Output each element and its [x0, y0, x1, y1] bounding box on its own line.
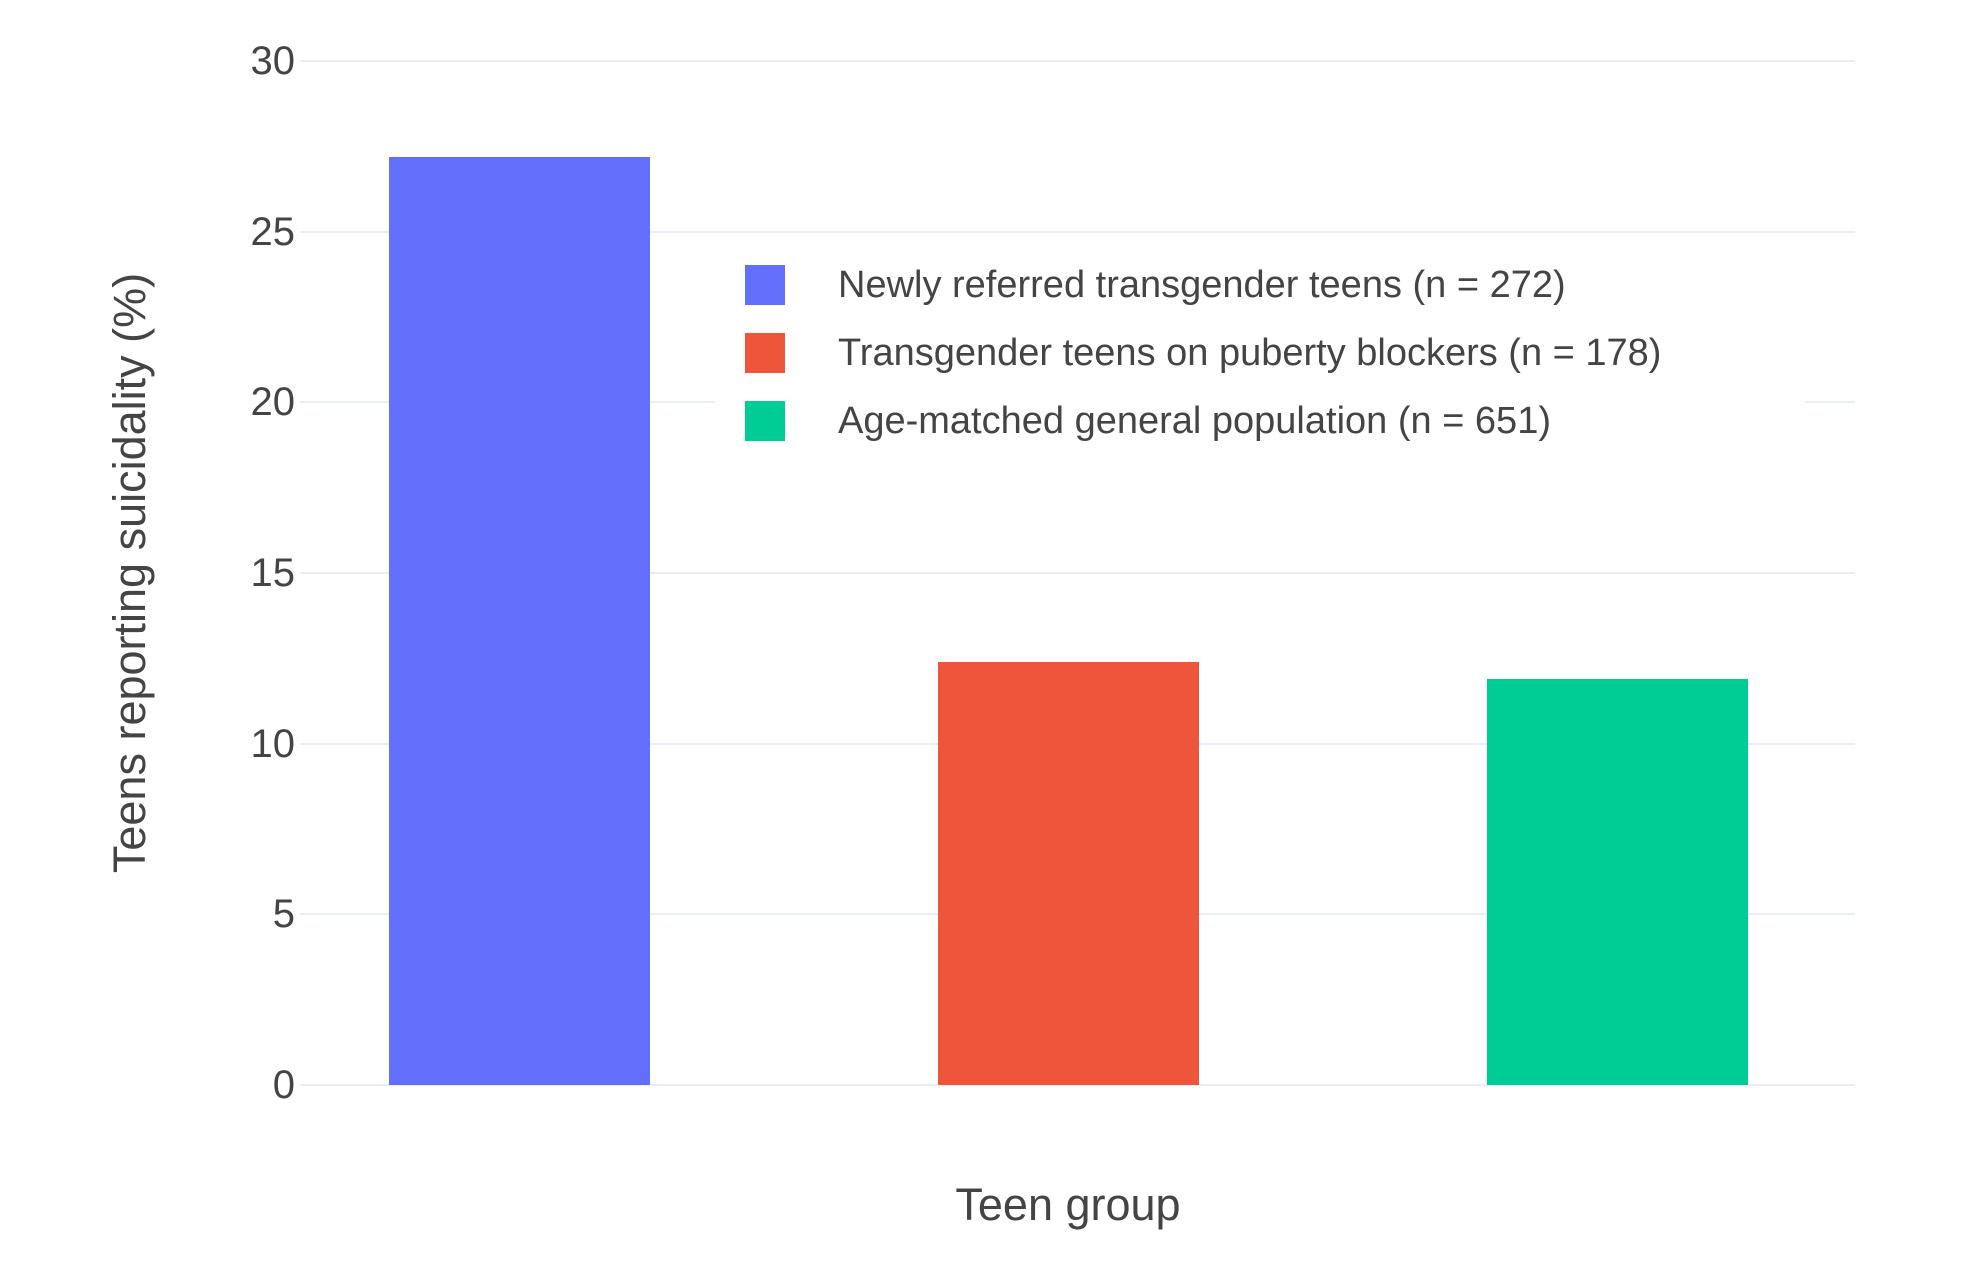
gridline-y-30	[300, 60, 1855, 62]
y-tick-label-25: 25	[250, 209, 296, 254]
legend-label: Age-matched general population (n = 651)	[838, 400, 1551, 442]
y-axis-title: Teens reporting suicidality (%)	[104, 272, 155, 874]
gridline-y-0	[300, 1084, 1855, 1086]
y-tick-label-0: 0	[272, 1063, 295, 1107]
gridline-y-25	[300, 230, 1855, 233]
legend-item-1[interactable]: Newly referred transgender teens (n = 27…	[745, 263, 1805, 307]
legend-item-2[interactable]: Transgender teens on puberty blockers (n…	[745, 331, 1805, 375]
y-tick-label-5: 5	[272, 892, 295, 937]
bar-series-2[interactable]	[938, 661, 1199, 1085]
bar-series-3[interactable]	[1487, 678, 1748, 1085]
legend-label: Transgender teens on puberty blockers (n…	[838, 332, 1662, 374]
legend-item-3[interactable]: Age-matched general population (n = 651)	[745, 399, 1805, 443]
gridline-y-15	[300, 572, 1855, 574]
y-tick-label-20: 20	[250, 380, 296, 425]
x-axis-title: Teen group	[955, 1179, 1181, 1230]
legend-swatch-icon	[745, 401, 785, 441]
legend: Newly referred transgender teens (n = 27…	[715, 243, 1805, 453]
legend-swatch-icon	[745, 333, 785, 373]
y-tick-label-10: 10	[250, 721, 296, 766]
bar-series-1[interactable]	[389, 156, 650, 1085]
y-tick-label-15: 15	[250, 551, 296, 595]
legend-swatch-icon	[745, 265, 785, 305]
legend-label: Newly referred transgender teens (n = 27…	[838, 264, 1566, 306]
y-tick-label-30: 30	[250, 39, 296, 83]
